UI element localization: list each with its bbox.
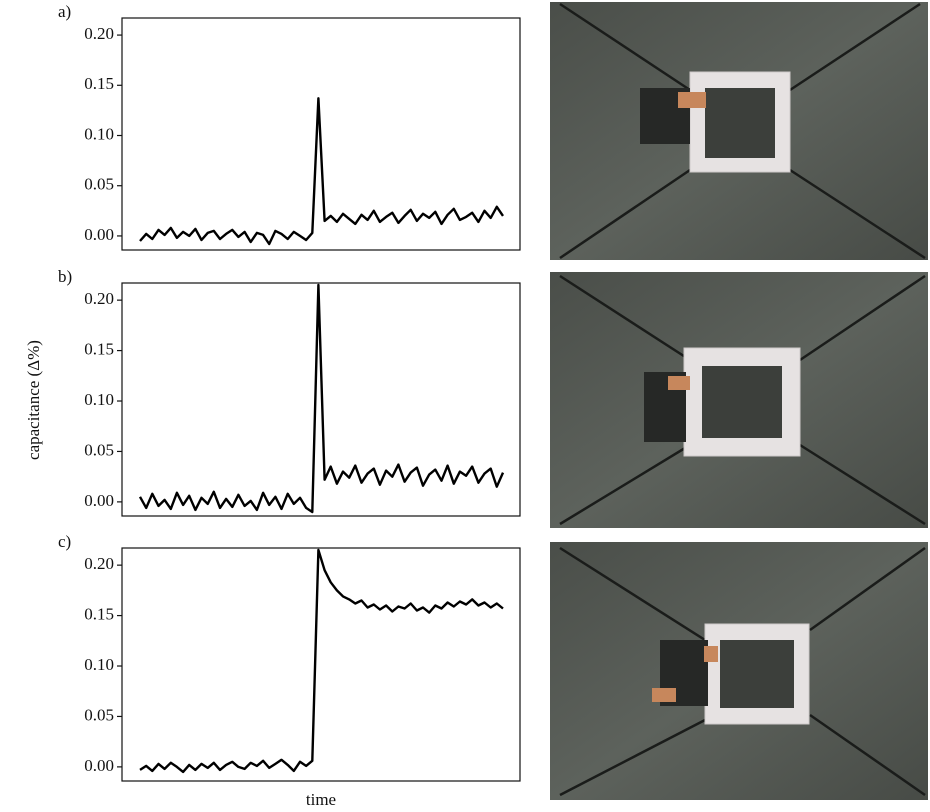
y-tick-label: 0.00 [84, 491, 114, 510]
line [139, 548, 504, 774]
line [139, 97, 504, 246]
panel-label: b) [58, 267, 72, 286]
panel-label: c) [58, 532, 71, 551]
photo-c [550, 542, 928, 800]
y-axis-label: capacitance (Δ%) [24, 340, 43, 460]
y-tick-label: 0.10 [84, 124, 114, 143]
plot-frame [121, 282, 521, 517]
y-tick-label: 0.05 [84, 440, 114, 459]
y-tick-label: 0.00 [84, 756, 114, 775]
y-tick-label: 0.20 [84, 24, 114, 43]
y-tick-label: 0.15 [84, 604, 114, 623]
y-tick-label: 0.20 [84, 554, 114, 573]
y-tick-label: 0.00 [84, 225, 114, 244]
y-tick-label: 0.15 [84, 339, 114, 358]
y-tick-label: 0.10 [84, 390, 114, 409]
y-tick-label: 0.05 [84, 705, 114, 724]
plot-frame [121, 17, 521, 251]
y-tick-label: 0.15 [84, 74, 114, 93]
y-tick-label: 0.10 [84, 655, 114, 674]
y-tick-label: 0.05 [84, 175, 114, 194]
photo-a [550, 2, 928, 260]
line [138, 283, 505, 514]
photo-b [550, 272, 928, 528]
plot-frame [121, 547, 521, 782]
y-tick-label: 0.20 [84, 289, 114, 308]
panel-label: a) [58, 2, 71, 21]
x-axis-label: time [306, 790, 336, 809]
